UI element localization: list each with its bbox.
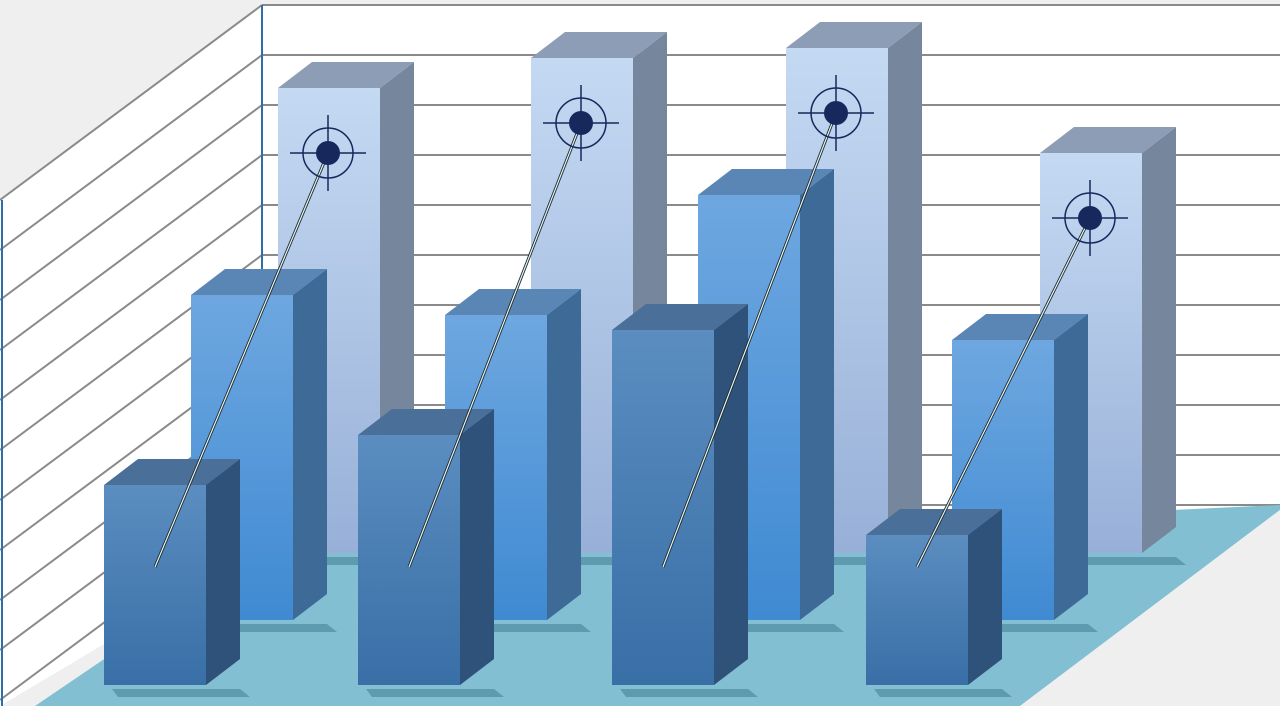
bar-top-face	[786, 22, 922, 48]
bar-top-face	[866, 509, 1002, 535]
target-markers-layer	[153, 75, 1128, 568]
bar-side-face	[968, 509, 1002, 685]
bar-shadow	[112, 689, 250, 697]
bar-top-face	[1040, 127, 1176, 153]
left-wall-gridline	[0, 104, 263, 301]
bar-top-face	[952, 314, 1088, 340]
pointer-line	[408, 122, 582, 568]
bar-side-face	[714, 304, 748, 685]
left-wall-gridline	[0, 204, 263, 401]
bar	[104, 485, 206, 685]
bar-shadow	[366, 689, 504, 697]
bar-top-face	[278, 62, 414, 88]
pointer-line	[662, 112, 837, 568]
bar-side-face	[547, 289, 581, 620]
left-wall-gridline	[0, 154, 263, 351]
bar-shadow	[620, 689, 758, 697]
floor-corner-bg	[1020, 510, 1280, 706]
target-center	[569, 111, 593, 135]
bar-top-face	[104, 459, 240, 485]
bar-top-face	[531, 32, 667, 58]
bars-layer	[104, 22, 1186, 697]
target-center	[316, 141, 340, 165]
bar-top-face	[612, 304, 748, 330]
bar-side-face	[293, 269, 327, 620]
bar-top-face	[698, 169, 834, 195]
bar-side-face	[888, 22, 922, 553]
bar-side-face	[1142, 127, 1176, 553]
pointer-line	[916, 217, 1091, 568]
target-center	[1078, 206, 1102, 230]
bar-shadow	[874, 689, 1012, 697]
bar-side-face	[460, 409, 494, 685]
pointer-line	[154, 152, 329, 568]
left-wall-gridline	[0, 54, 263, 251]
bar-side-face	[800, 169, 834, 620]
bar-side-face	[1054, 314, 1088, 620]
bar	[612, 330, 714, 685]
target-center	[824, 101, 848, 125]
bar-top-face	[358, 409, 494, 435]
bar-top-face	[191, 269, 327, 295]
bar-side-face	[206, 459, 240, 685]
left-wall-gridline	[0, 4, 263, 201]
bar	[866, 535, 968, 685]
